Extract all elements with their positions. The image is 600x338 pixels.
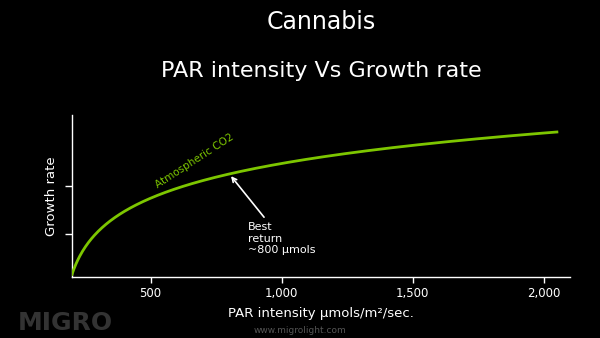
Text: PAR intensity Vs Growth rate: PAR intensity Vs Growth rate [161,61,481,81]
Text: Best
return
~800 μmols: Best return ~800 μmols [232,177,315,255]
Text: www.migrolight.com: www.migrolight.com [254,325,346,335]
Text: Atmospheric CO2: Atmospheric CO2 [153,131,235,190]
Y-axis label: Growth rate: Growth rate [45,156,58,236]
X-axis label: PAR intensity μmols/m²/sec.: PAR intensity μmols/m²/sec. [228,307,414,320]
Text: MIGRO: MIGRO [18,311,113,335]
Text: Cannabis: Cannabis [266,10,376,34]
